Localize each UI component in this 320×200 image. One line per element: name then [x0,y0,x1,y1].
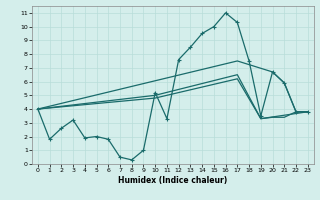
X-axis label: Humidex (Indice chaleur): Humidex (Indice chaleur) [118,176,228,185]
